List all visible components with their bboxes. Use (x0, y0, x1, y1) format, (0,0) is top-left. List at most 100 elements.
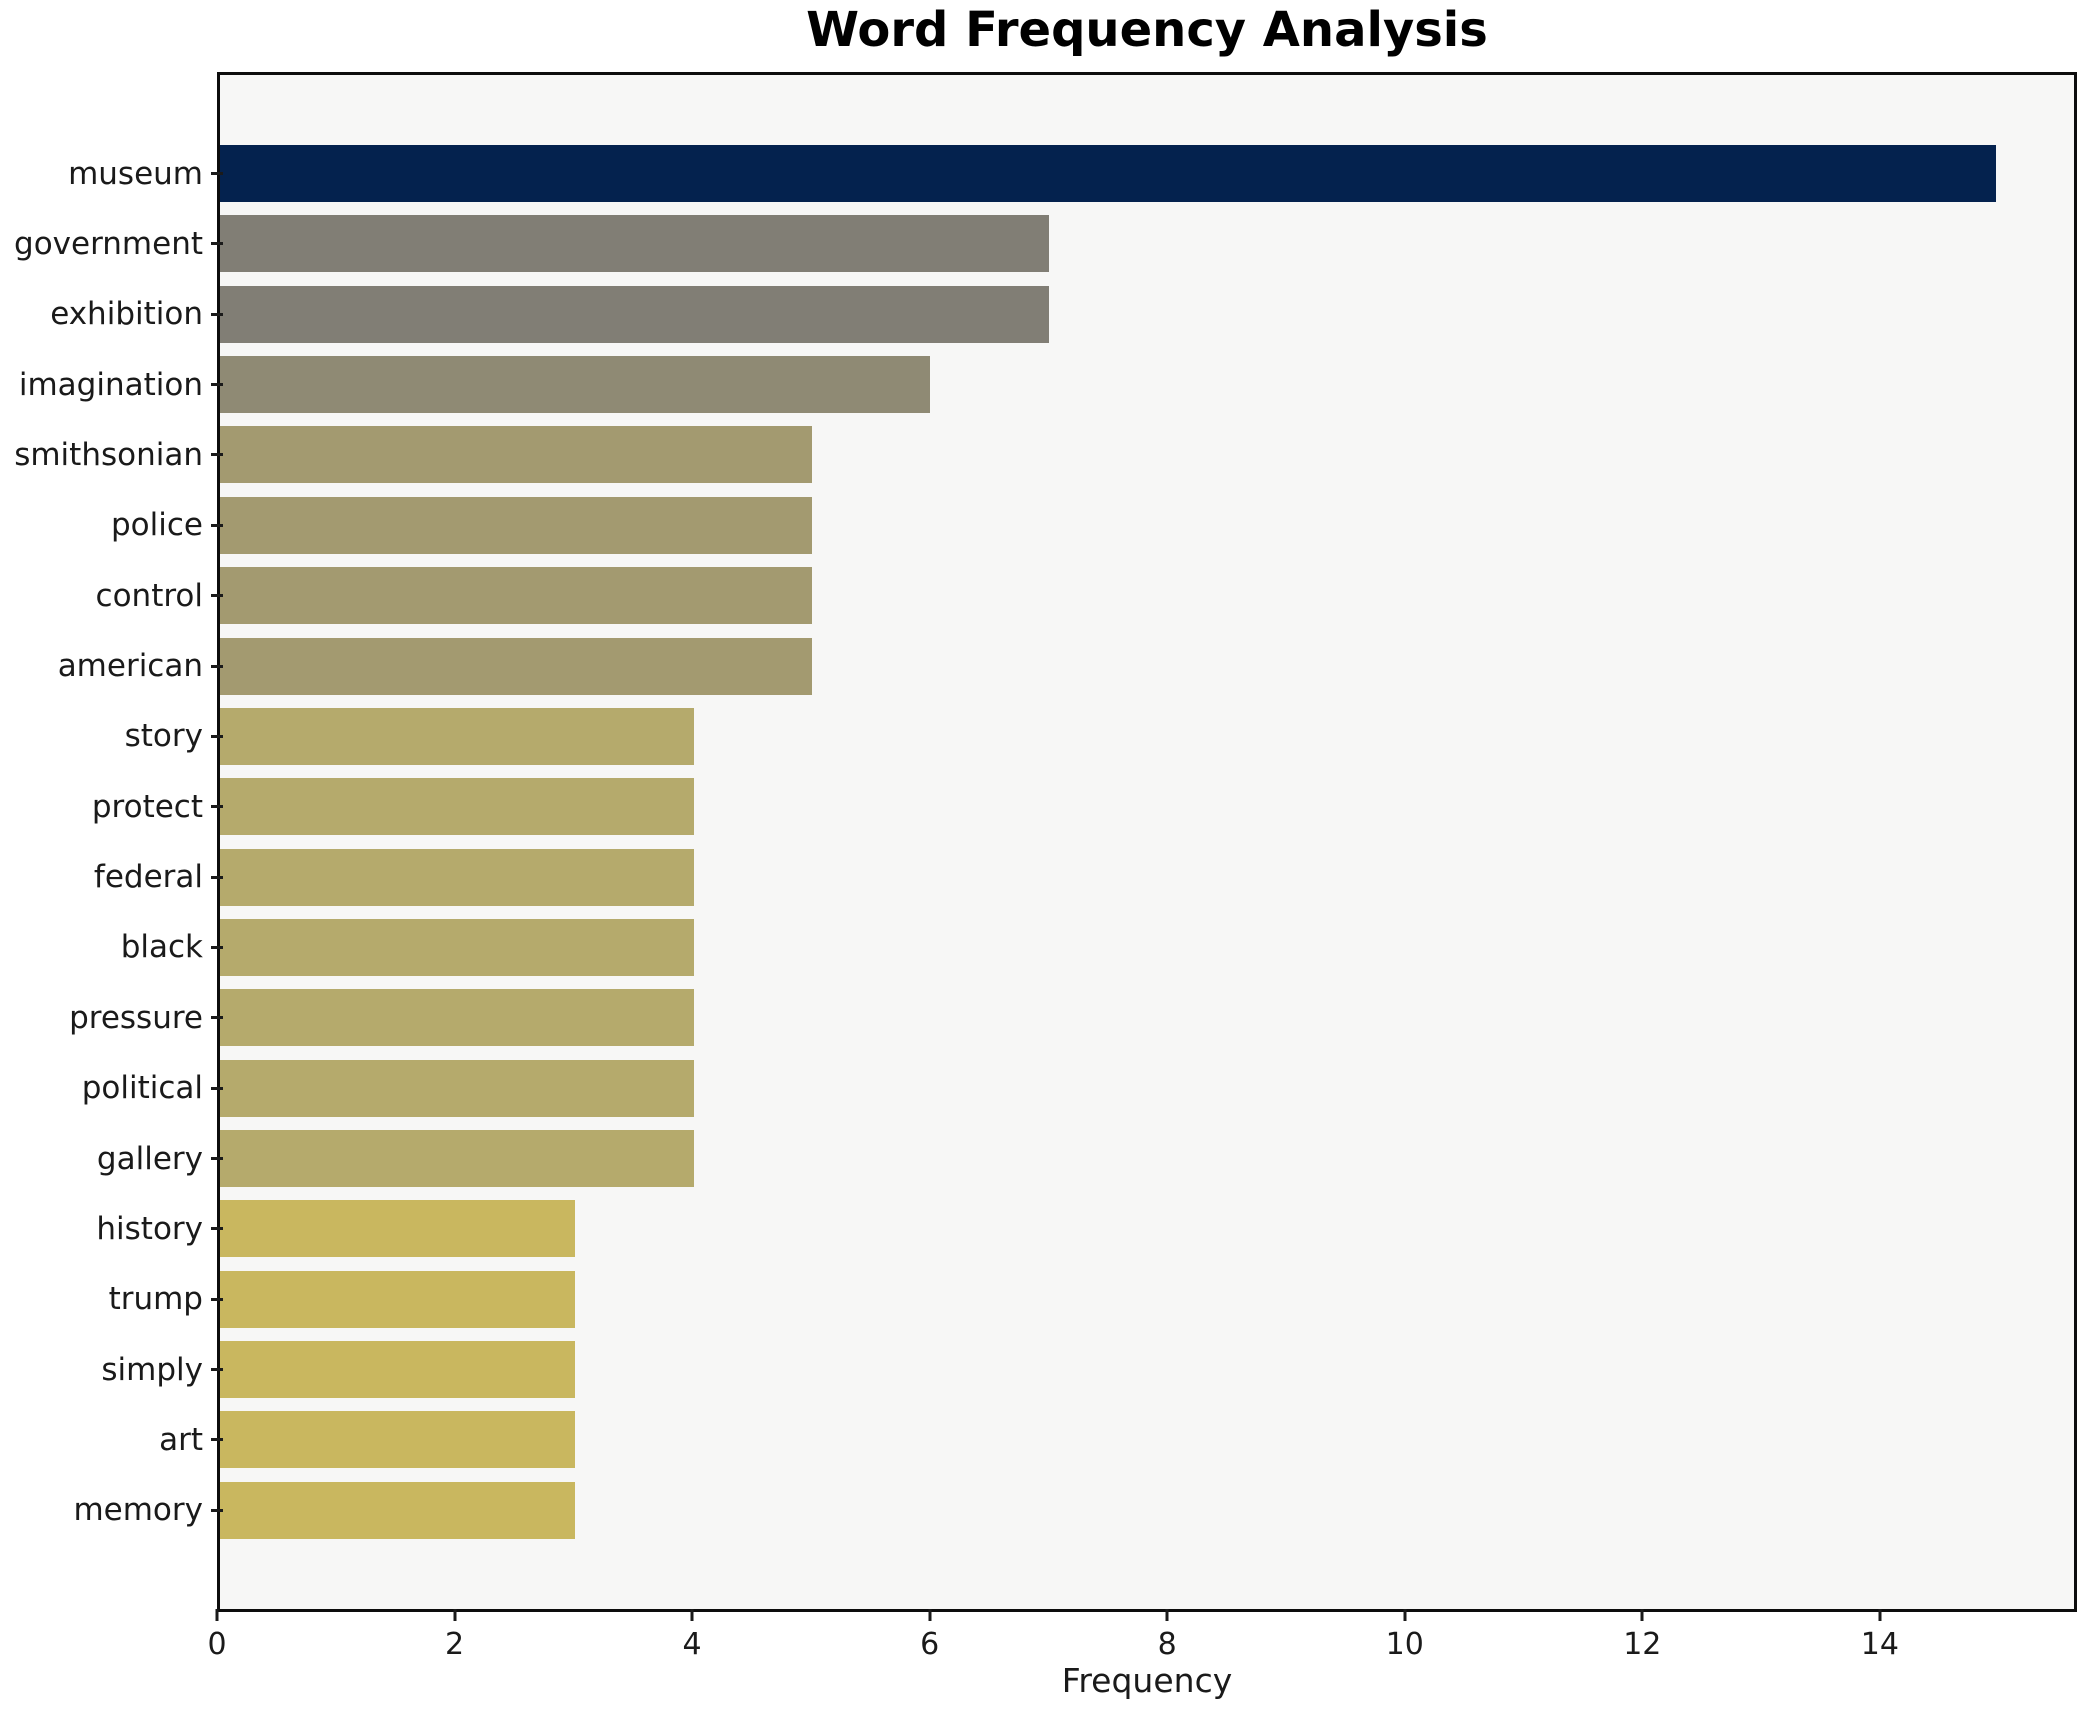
bar-pressure (220, 989, 694, 1047)
x-tick-label-8: 8 (1157, 1627, 1177, 1662)
y-tick-label-history: history (96, 1210, 203, 1247)
x-tick-label-12: 12 (1623, 1627, 1662, 1662)
y-row: federal (3, 849, 223, 906)
y-tick-label-gallery: gallery (96, 1140, 203, 1177)
y-tick-mark (211, 312, 223, 316)
y-row: political (3, 1060, 223, 1117)
y-tick-label-trump: trump (108, 1281, 203, 1318)
x-tick-label-2: 2 (445, 1627, 465, 1662)
y-tick-mark (211, 1297, 223, 1301)
y-axis-labels: museum government exhibition imagination smi… (3, 145, 223, 1539)
bar-protect (220, 778, 694, 836)
title-wrap: Word Frequency Analysis (217, 4, 2077, 57)
x-axis-ticks: 0 2 4 6 8 10 12 14 (207, 1609, 2077, 1679)
x-tick-label-0: 0 (207, 1627, 227, 1662)
y-row: protect (3, 778, 223, 835)
y-tick-mark (211, 1086, 223, 1090)
y-tick-label-memory: memory (73, 1492, 203, 1529)
x-tick-label-4: 4 (682, 1627, 702, 1662)
bar-art (220, 1411, 576, 1469)
y-tick-mark (211, 594, 223, 598)
bar-simply (220, 1341, 576, 1399)
bar-police (220, 496, 812, 554)
bar-government (220, 215, 1049, 273)
y-row: black (3, 919, 223, 976)
y-tick-label-art: art (159, 1421, 203, 1458)
y-tick-label-political: political (81, 1070, 203, 1107)
y-row: government (3, 215, 223, 272)
y-tick-mark (211, 664, 223, 668)
x-tick-mark-12 (1640, 1609, 1644, 1621)
y-tick-label-story: story (124, 718, 203, 755)
bar-control (220, 567, 812, 625)
bar-memory (220, 1481, 576, 1539)
x-tick-mark-4 (690, 1609, 694, 1621)
y-tick-label-federal: federal (93, 859, 203, 896)
y-tick-label-museum: museum (68, 155, 203, 192)
y-row: memory (3, 1482, 223, 1539)
y-tick-mark (211, 172, 223, 175)
y-tick-mark (211, 383, 223, 387)
y-row: american (3, 638, 223, 695)
y-tick-mark (211, 875, 223, 879)
y-tick-label-protect: protect (91, 788, 203, 825)
bar-museum (220, 145, 1996, 202)
y-tick-label-black: black (120, 929, 203, 966)
y-tick-label-control: control (95, 577, 203, 614)
y-tick-label-police: police (111, 507, 203, 544)
y-tick-mark (211, 1368, 223, 1372)
y-row: story (3, 708, 223, 765)
x-tick-mark-6 (928, 1609, 932, 1621)
y-row: police (3, 497, 223, 554)
y-tick-label-smithsonian: smithsonian (14, 436, 203, 473)
y-tick-mark (211, 1508, 223, 1512)
y-tick-mark (211, 945, 223, 949)
x-tick-mark-8 (1165, 1609, 1169, 1621)
x-tick-label-14: 14 (1860, 1627, 1899, 1662)
bar-smithsonian (220, 426, 812, 484)
x-tick-mark-2 (453, 1609, 457, 1621)
chart-title: Word Frequency Analysis (806, 2, 1488, 58)
y-tick-mark (211, 805, 223, 809)
y-row: trump (3, 1271, 223, 1328)
bar-gallery (220, 1130, 694, 1188)
y-row: exhibition (3, 286, 223, 343)
bars (220, 145, 2074, 1539)
y-tick-mark (211, 1227, 223, 1231)
y-tick-label-imagination: imagination (18, 366, 203, 403)
bar-political (220, 1059, 694, 1117)
x-tick-mark-14 (1878, 1609, 1882, 1621)
bar-black (220, 918, 694, 976)
y-tick-label-government: government (14, 225, 203, 262)
y-row: museum (3, 145, 223, 202)
y-tick-mark (211, 453, 223, 457)
x-tick-mark-0 (215, 1609, 219, 1621)
y-row: art (3, 1411, 223, 1468)
y-row: gallery (3, 1130, 223, 1187)
y-tick-mark (211, 523, 223, 527)
y-tick-mark (211, 242, 223, 246)
x-tick-mark-10 (1403, 1609, 1407, 1621)
x-tick-label-10: 10 (1385, 1627, 1424, 1662)
y-tick-mark (211, 1438, 223, 1442)
bar-trump (220, 1270, 576, 1328)
y-row: pressure (3, 989, 223, 1046)
y-tick-mark (211, 1016, 223, 1020)
y-row: control (3, 567, 223, 624)
y-row: simply (3, 1341, 223, 1398)
x-axis-title: Frequency (1061, 1661, 1233, 1700)
y-tick-label-american: american (57, 648, 203, 685)
y-row: smithsonian (3, 426, 223, 483)
bar-story (220, 707, 694, 765)
y-tick-mark (211, 734, 223, 738)
y-tick-label-simply: simply (101, 1351, 203, 1388)
y-tick-mark (211, 1157, 223, 1161)
x-tick-label-6: 6 (920, 1627, 940, 1662)
bar-imagination (220, 356, 931, 414)
bar-american (220, 637, 812, 695)
plot-area: museum government exhibition imagination smi… (14, 72, 2077, 1700)
bar-history (220, 1200, 576, 1258)
y-tick-label-exhibition: exhibition (50, 296, 203, 333)
y-row: history (3, 1200, 223, 1257)
